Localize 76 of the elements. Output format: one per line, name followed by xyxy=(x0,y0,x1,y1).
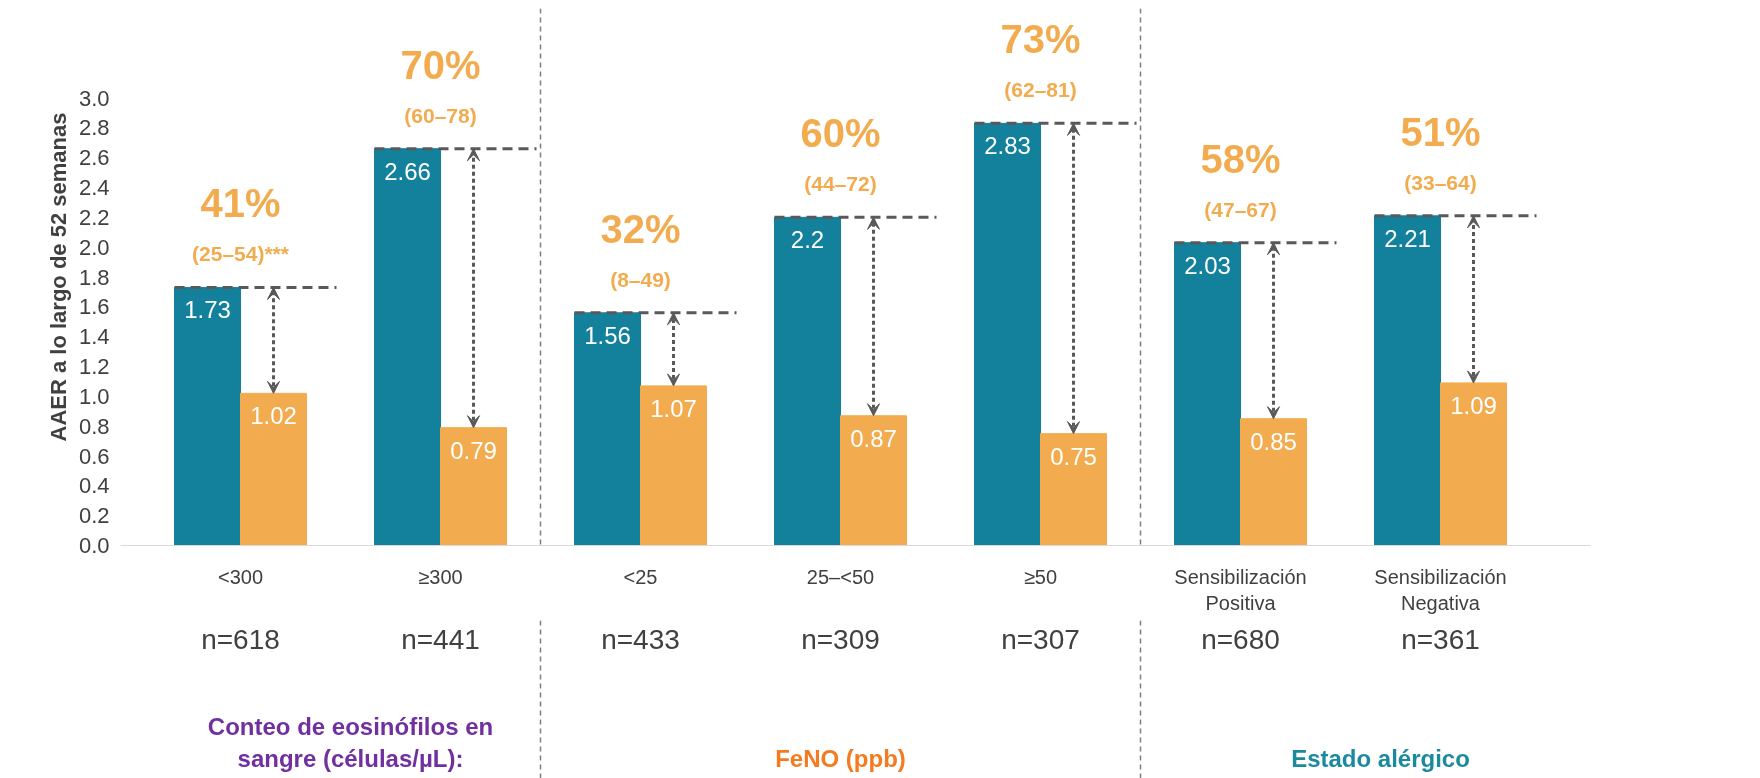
annotation: (44–72) xyxy=(804,172,877,196)
y-tick-label: 3.0 xyxy=(78,85,110,111)
data-label: 1.07 xyxy=(650,394,697,422)
data-label: 1.02 xyxy=(250,402,297,430)
bar xyxy=(1374,215,1441,546)
bar xyxy=(1440,382,1507,546)
bar xyxy=(974,122,1041,546)
text: n=618 xyxy=(201,623,280,655)
bar xyxy=(440,427,507,546)
annotation: 70% xyxy=(400,42,481,87)
text: n=433 xyxy=(601,623,680,655)
text: n=441 xyxy=(401,623,480,655)
y-tick-label: 0.2 xyxy=(78,503,110,529)
text: n=361 xyxy=(1401,623,1480,655)
annotation: 73% xyxy=(1000,17,1081,62)
bar xyxy=(1174,242,1241,546)
annotation: 51% xyxy=(1400,109,1481,154)
bar xyxy=(240,392,307,546)
data-label: 1.09 xyxy=(1450,391,1497,419)
bar xyxy=(1240,418,1307,546)
annotation: 41% xyxy=(200,181,281,226)
bar xyxy=(774,216,841,546)
annotation: 58% xyxy=(1200,136,1281,181)
y-tick-label: 1.8 xyxy=(78,264,110,290)
y-tick-label: 2.2 xyxy=(78,204,110,230)
annotation: (33–64) xyxy=(1404,170,1477,194)
y-tick-label: 2.8 xyxy=(78,115,110,141)
bar xyxy=(574,312,641,546)
bar xyxy=(374,148,441,546)
y-tick-label: 0.4 xyxy=(78,473,110,499)
y-tick-label: 1.6 xyxy=(78,294,110,320)
bar xyxy=(174,286,241,546)
x-tick-label: <25 xyxy=(623,565,658,588)
text: n=680 xyxy=(1201,623,1280,655)
annotation: (60–78) xyxy=(404,103,477,127)
y-tick-label: 0.6 xyxy=(78,443,110,469)
x-tick-label: Sensibilización Negativa xyxy=(1374,565,1507,614)
data-label: 2.2 xyxy=(790,226,825,254)
y-tick-label: 1.2 xyxy=(78,354,110,379)
data-label: 0.75 xyxy=(1050,442,1097,470)
x-tick-label: <300 xyxy=(217,565,264,588)
annotation: (8–49) xyxy=(610,267,671,291)
data-label: 2.21 xyxy=(1384,224,1431,252)
data-label: 2.83 xyxy=(984,132,1031,160)
bar xyxy=(640,385,707,546)
bar xyxy=(840,415,907,546)
y-tick-label: 2.4 xyxy=(78,175,110,200)
text: Estado alérgico xyxy=(1291,745,1470,773)
data-label: 2.66 xyxy=(384,157,431,185)
text: Conteo de eosinófilos en sangre (células/µL): xyxy=(207,712,494,773)
bar xyxy=(1040,433,1107,546)
annotation: (25–54)*** xyxy=(192,242,290,266)
data-label: 0.87 xyxy=(850,424,897,452)
x-tick-label: 25–<50 xyxy=(806,565,875,588)
y-tick-label: 2.0 xyxy=(78,234,110,260)
y-tick-label: 2.6 xyxy=(78,145,110,171)
data-label: 1.73 xyxy=(184,296,231,324)
annotation: 60% xyxy=(800,111,881,156)
data-label: 0.79 xyxy=(450,436,497,464)
annotation: (62–81) xyxy=(1004,78,1077,102)
x-tick-label: ≥50 xyxy=(1023,565,1058,588)
y-tick-label: 1.4 xyxy=(78,324,110,350)
y-tick-label: 1.0 xyxy=(78,383,110,409)
y-tick-label: 0.0 xyxy=(78,533,110,558)
text: n=307 xyxy=(1001,623,1080,655)
y-axis-title: AAER a lo largo de 52 semanas xyxy=(45,112,71,442)
text: FeNO (ppb) xyxy=(775,745,906,773)
data-label: 2.03 xyxy=(1184,251,1231,279)
data-label: 1.56 xyxy=(584,321,631,349)
annotation: (47–67) xyxy=(1204,197,1277,221)
y-tick-label: 0.8 xyxy=(78,413,110,439)
x-tick-label: Sensibilización Positiva xyxy=(1174,565,1307,614)
annotation: 32% xyxy=(600,206,681,251)
data-label: 0.85 xyxy=(1250,427,1297,455)
text: n=309 xyxy=(801,623,880,655)
x-tick-label: ≥300 xyxy=(418,565,463,588)
